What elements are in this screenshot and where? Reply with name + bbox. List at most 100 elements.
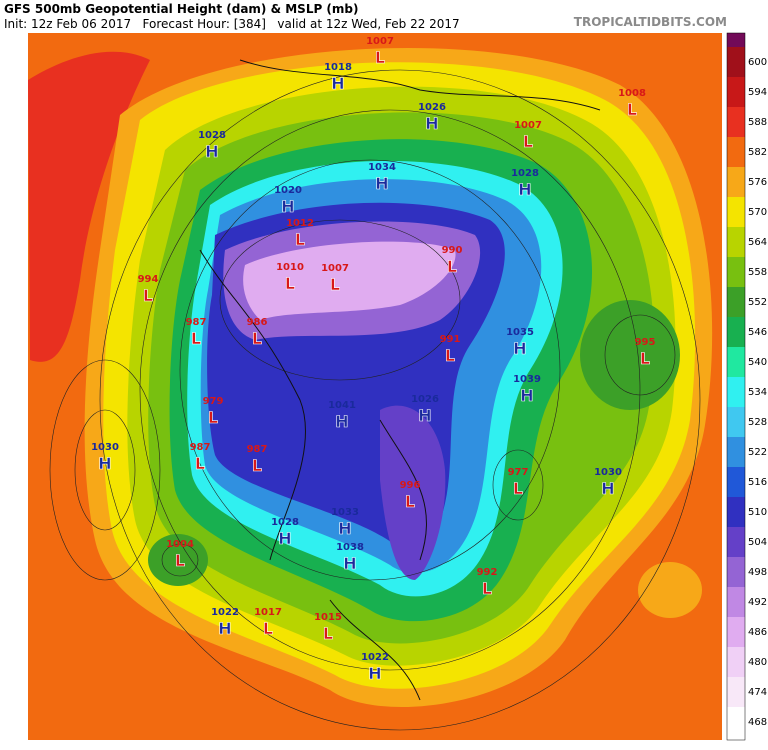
center-letter: L (640, 349, 650, 368)
center-value: 1035 (506, 327, 534, 338)
center-letter: H (343, 554, 356, 573)
center-letter: H (513, 339, 526, 358)
center-letter: L (323, 624, 333, 643)
center-letter: L (252, 456, 262, 475)
colorbar-label: 504 (748, 537, 767, 548)
colorbar-band (727, 467, 745, 497)
colorbar-band (727, 677, 745, 707)
colorbar-label: 480 (748, 657, 767, 668)
colorbar-label: 528 (748, 417, 767, 428)
height-region (28, 51, 150, 362)
center-value: 987 (247, 444, 268, 455)
isobar (161, 543, 199, 577)
colorbar-band (727, 227, 745, 257)
colorbar-band (727, 77, 745, 107)
coastline (199, 59, 601, 701)
site-label: TROPICALTIDBITS.COM (574, 15, 727, 29)
colorbar-label: 516 (748, 477, 767, 488)
center-letter: L (405, 492, 415, 511)
center-value: 1028 (511, 168, 539, 179)
colorbar-band (727, 557, 745, 587)
isobar (74, 409, 136, 531)
colorbar-band (727, 257, 745, 287)
center-value: 992 (477, 567, 498, 578)
isobar (99, 69, 701, 731)
center-letter: H (375, 174, 388, 193)
height-region (380, 405, 446, 580)
center-value: 1041 (328, 400, 356, 411)
center-letter: L (285, 274, 295, 293)
center-letter: L (523, 132, 533, 151)
center-letter: H (331, 74, 344, 93)
colorbar-label: 552 (748, 297, 767, 308)
center-value: 1026 (418, 102, 446, 113)
center-letter: L (445, 346, 455, 365)
colorbar-band (727, 587, 745, 617)
center-letter: H (601, 479, 614, 498)
center-value: 1022 (361, 652, 389, 663)
height-region (580, 300, 680, 410)
colorbar-label: 582 (748, 147, 767, 158)
center-letter: L (208, 408, 218, 427)
center-letter: H (98, 454, 111, 473)
height-region (638, 562, 702, 618)
center-value: 987 (186, 317, 207, 328)
colorbar-label: 558 (748, 267, 767, 278)
center-letter: L (252, 329, 262, 348)
height-region (243, 241, 456, 320)
center-value: 1030 (91, 442, 119, 453)
center-letter: L (295, 230, 305, 249)
center-value: 1018 (324, 62, 352, 73)
colorbar-band (727, 407, 745, 437)
center-value: 1022 (211, 607, 239, 618)
colorbar-label: 588 (748, 117, 767, 128)
center-value: 979 (203, 396, 224, 407)
center-letter: L (447, 257, 457, 276)
colorbar-band (727, 33, 745, 47)
colorbar-label: 498 (748, 567, 767, 578)
center-value: 1033 (331, 507, 359, 518)
center-value: 1015 (314, 612, 342, 623)
center-letter: H (218, 619, 231, 638)
center-value: 1017 (254, 607, 282, 618)
colorbar-band (727, 47, 745, 77)
colorbar-band (727, 107, 745, 137)
center-letter: H (335, 412, 348, 431)
isobar (604, 314, 676, 396)
center-value: 1028 (198, 130, 226, 141)
colorbar-frame (726, 32, 746, 741)
center-letter: L (191, 329, 201, 348)
colorbar-band (727, 497, 745, 527)
colorbar-band (727, 137, 745, 167)
center-value: 996 (400, 480, 421, 491)
center-letter: L (482, 579, 492, 598)
colorbar-band (727, 437, 745, 467)
colorbar-label: 540 (748, 357, 767, 368)
center-value: 1008 (618, 88, 646, 99)
center-value: 1007 (366, 36, 394, 47)
center-letter: L (375, 48, 385, 67)
center-letter: H (278, 529, 291, 548)
colorbar-band (727, 527, 745, 557)
center-value: 977 (508, 467, 529, 478)
center-letter: H (338, 519, 351, 538)
colorbar-band (727, 707, 745, 737)
center-letter: H (520, 386, 533, 405)
center-value: 1026 (411, 394, 439, 405)
colorbar-band (727, 647, 745, 677)
height-region (148, 534, 208, 586)
center-value: 1007 (514, 120, 542, 131)
center-letter: H (205, 142, 218, 161)
colorbar-label: 468 (748, 717, 767, 728)
colorbar-label: 534 (748, 387, 767, 398)
colorbar-label: 522 (748, 447, 767, 458)
center-letter: H (425, 114, 438, 133)
colorbar-band (727, 377, 745, 407)
center-letter: H (418, 406, 431, 425)
colorbar-label: 492 (748, 597, 767, 608)
center-letter: H (518, 180, 531, 199)
center-value: 1012 (286, 218, 314, 229)
colorbar-label: 486 (748, 627, 767, 638)
title: GFS 500mb Geopotential Height (dam) & MS… (4, 2, 359, 16)
